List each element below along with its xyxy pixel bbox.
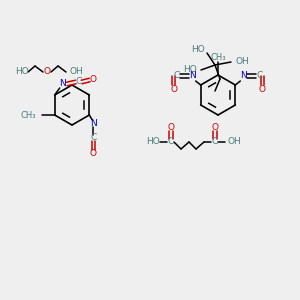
Text: O: O (167, 122, 175, 131)
Text: C: C (174, 71, 180, 80)
Text: N: N (90, 119, 97, 128)
Text: C: C (212, 137, 218, 146)
Text: OH: OH (235, 58, 249, 67)
Text: O: O (170, 85, 177, 94)
Text: O: O (89, 76, 96, 85)
Text: N: N (240, 71, 247, 80)
Text: HO: HO (146, 137, 160, 146)
Text: C: C (168, 137, 174, 146)
Text: N: N (189, 71, 196, 80)
Text: O: O (90, 149, 97, 158)
Text: N: N (59, 80, 66, 88)
Text: CH₃: CH₃ (210, 53, 226, 62)
Text: C: C (76, 77, 82, 86)
Text: OH: OH (70, 68, 84, 76)
Text: OH: OH (228, 137, 242, 146)
Text: HO: HO (15, 68, 29, 76)
Text: C: C (256, 71, 262, 80)
Text: O: O (212, 122, 218, 131)
Text: O: O (44, 68, 50, 76)
Text: CH₃: CH₃ (20, 110, 36, 119)
Text: HO: HO (191, 44, 205, 53)
Text: C: C (90, 134, 96, 142)
Text: O: O (259, 85, 266, 94)
Text: HO: HO (183, 65, 197, 74)
